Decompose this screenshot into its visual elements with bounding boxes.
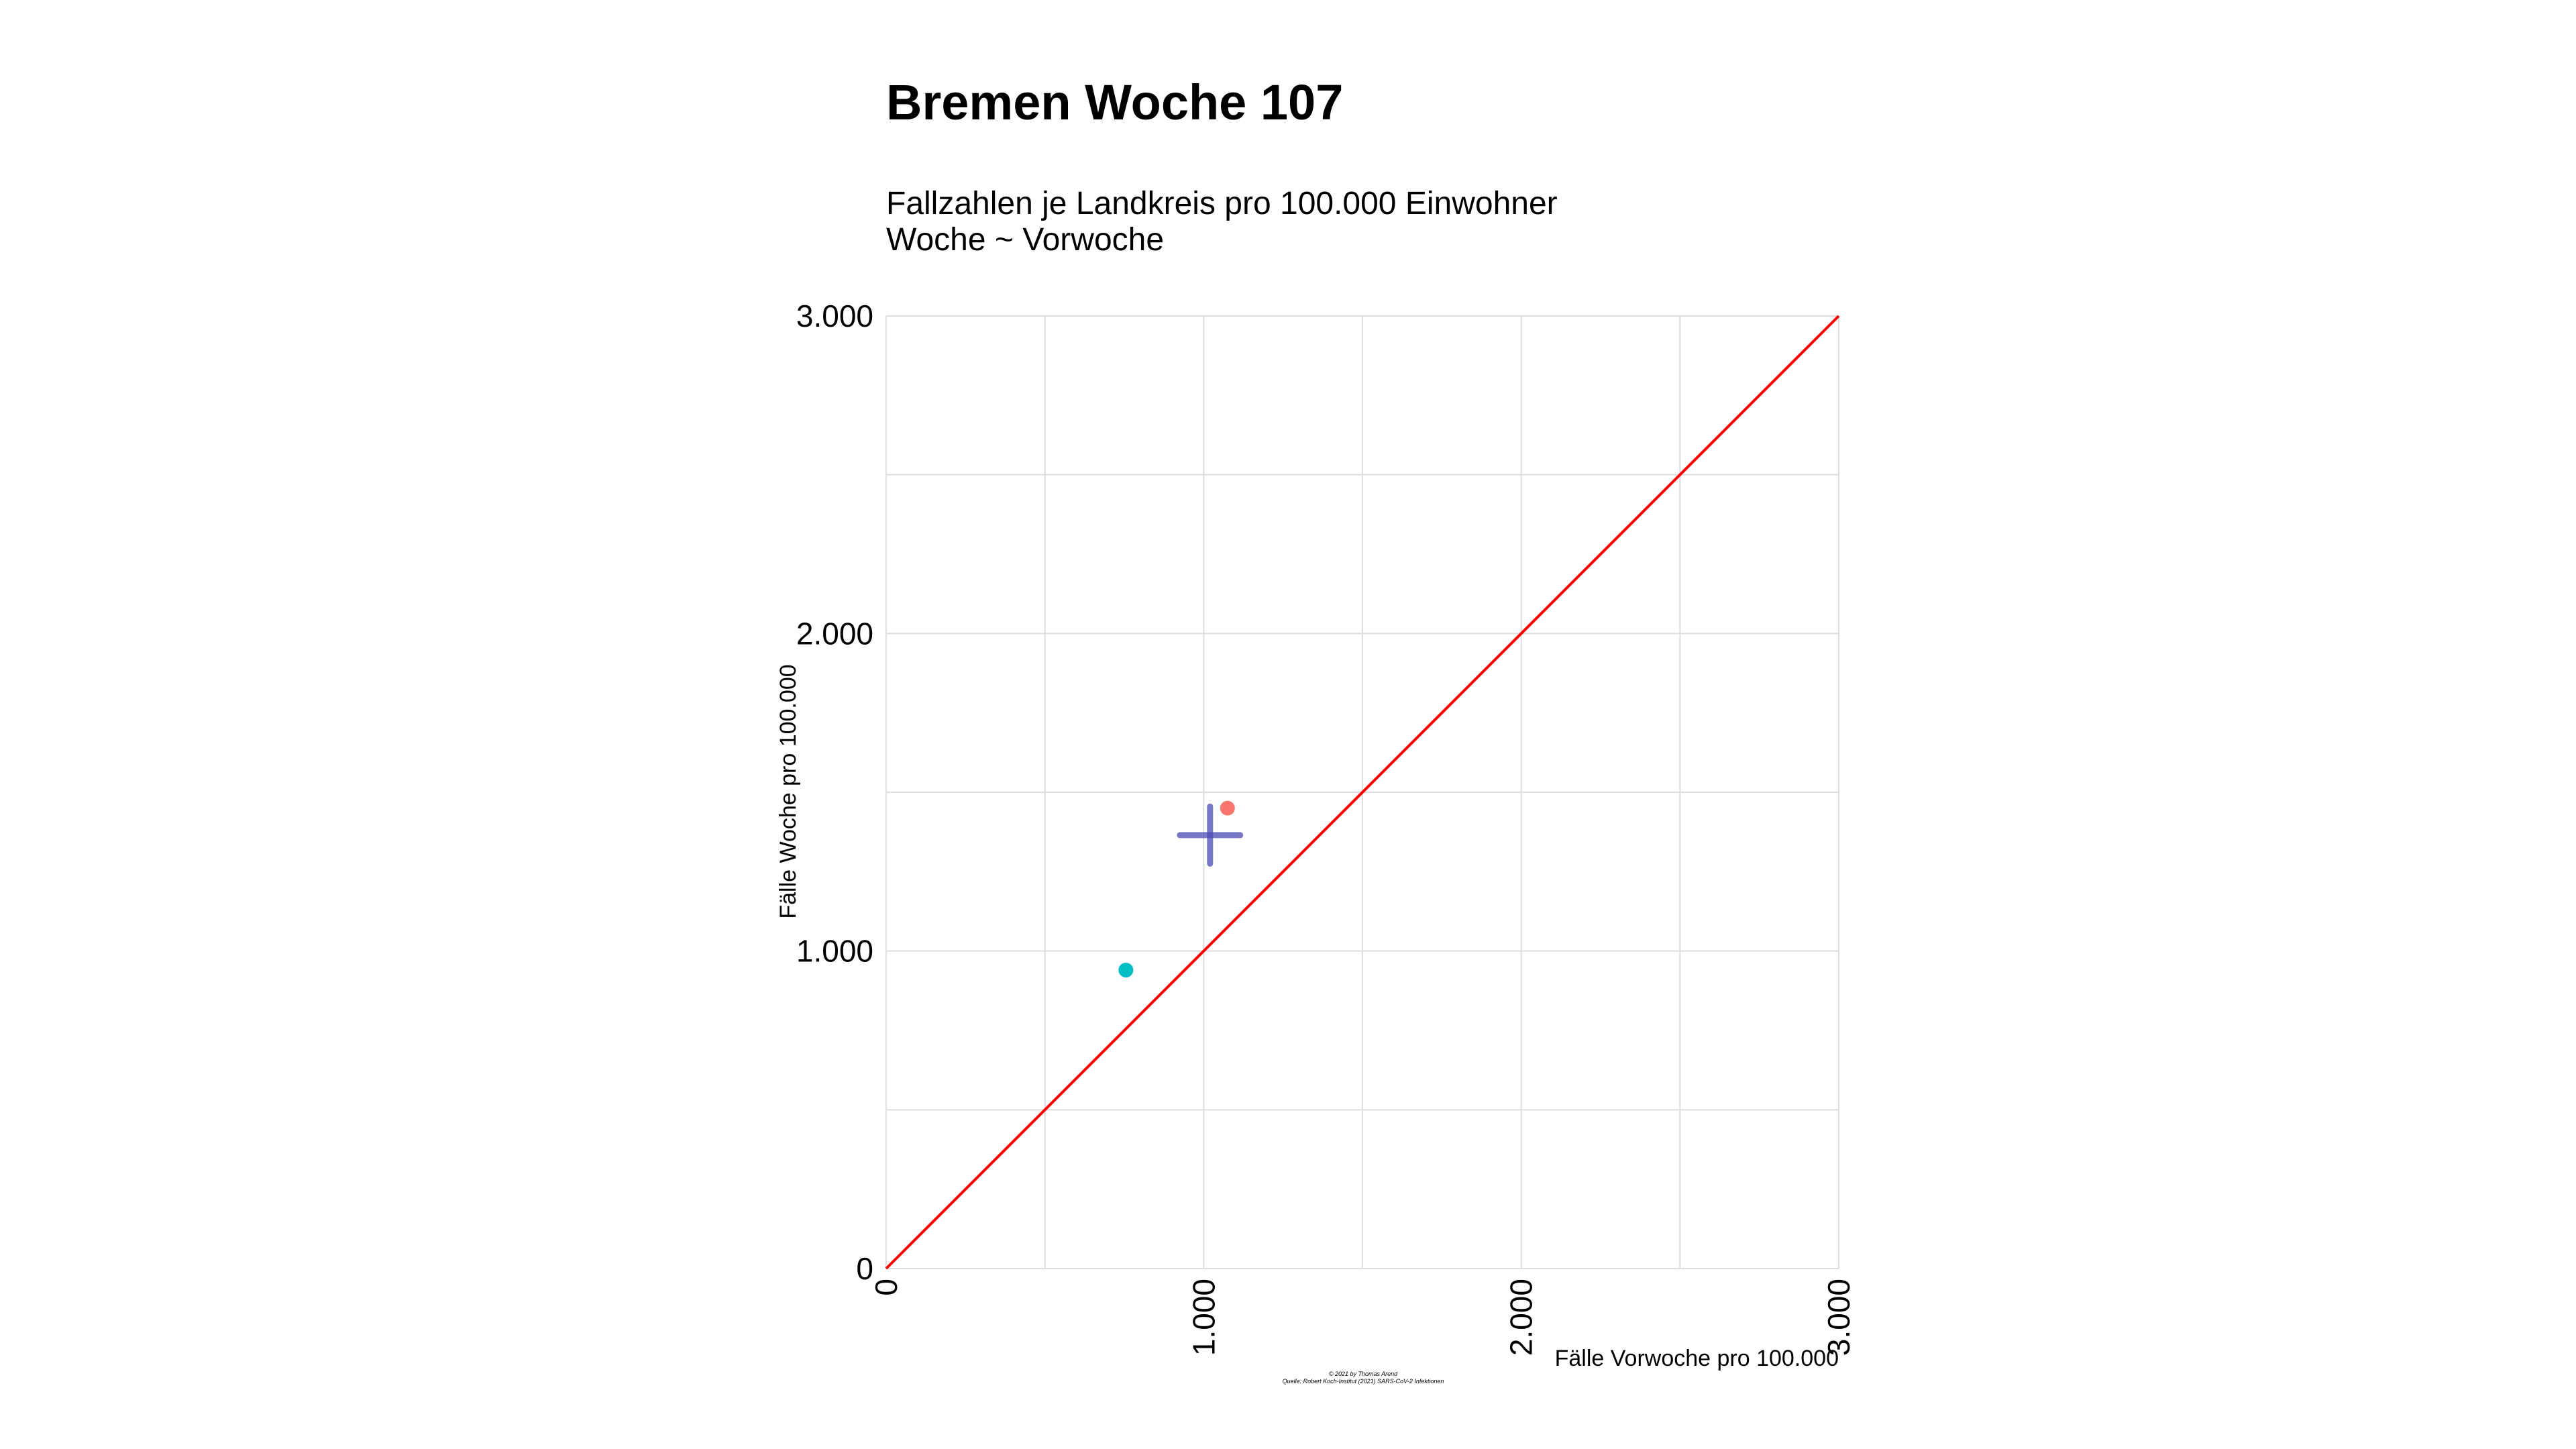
- data-point-1: [1220, 800, 1235, 816]
- caption-line-2: Quelle: Robert Koch-Institut (2021) SARS…: [1283, 1378, 1444, 1385]
- y-axis-label: Fälle Woche pro 100.000: [775, 664, 801, 918]
- chart-title: Bremen Woche 107: [886, 74, 1343, 130]
- data-marks: [1118, 800, 1244, 978]
- y-tick-label: 2.000: [796, 616, 873, 651]
- chart-subtitle-line-1: Fallzahlen je Landkreis pro 100.000 Einw…: [886, 186, 1558, 221]
- x-tick-labels: 0 1.000 2.000 3.000: [869, 1279, 1856, 1356]
- identity-reference-line: [885, 315, 1840, 1270]
- x-axis-label: Fälle Vorwoche pro 100.000: [1555, 1346, 1839, 1371]
- y-tick-labels: 0 1.000 2.000 3.000: [796, 299, 873, 1286]
- y-tick-label: 3.000: [796, 299, 873, 333]
- x-tick-label: 1.000: [1186, 1279, 1221, 1356]
- reference-line-group: [885, 315, 1840, 1270]
- y-tick-label: 1.000: [796, 934, 873, 969]
- x-tick-label: 2.000: [1504, 1279, 1539, 1356]
- data-point-2: [1118, 963, 1134, 978]
- caption-line-1: © 2021 by Thomas Arend: [1329, 1371, 1398, 1377]
- y-tick-label: 0: [856, 1251, 873, 1286]
- x-tick-label: 3.000: [1821, 1279, 1856, 1356]
- chart-subtitle-line-2: Woche ~ Vorwoche: [886, 222, 1164, 258]
- x-tick-label: 0: [869, 1279, 904, 1296]
